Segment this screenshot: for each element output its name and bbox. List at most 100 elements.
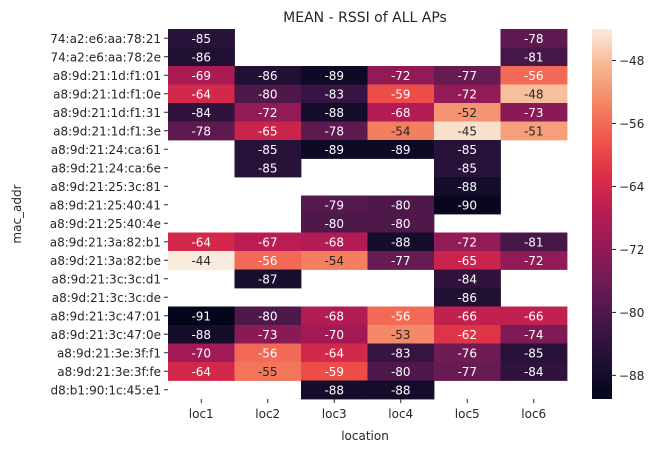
- cell-value-label: -89: [391, 143, 411, 157]
- heatmap-cell: [500, 103, 568, 122]
- cell-value-label: -83: [324, 87, 344, 101]
- cell-value-label: -74: [524, 328, 544, 342]
- cell-value-label: -85: [258, 161, 278, 175]
- cell-value-label: -77: [391, 254, 411, 268]
- cell-value-label: -81: [524, 50, 544, 64]
- cell-value-label: -56: [258, 346, 278, 360]
- y-tick-label: a8:9d:21:25:40:4e: [50, 217, 161, 231]
- heatmap-cell: [367, 140, 435, 159]
- cell-value-label: -68: [324, 309, 344, 323]
- cell-value-label: -88: [391, 383, 411, 397]
- x-axis-label: location: [341, 429, 389, 443]
- y-tick-label: a8:9d:21:3c:3c:de: [52, 291, 161, 305]
- heatmap-cell: [168, 84, 235, 104]
- cell-value-label: -70: [324, 328, 344, 342]
- cell-value-label: -56: [258, 254, 278, 268]
- cell-value-label: -70: [191, 346, 211, 360]
- colorbar: [592, 29, 612, 399]
- heatmap-cell: [500, 84, 568, 104]
- cell-value-label: -85: [524, 346, 544, 360]
- heatmap-cell: [434, 177, 501, 196]
- cell-value-label: -66: [524, 309, 544, 323]
- heatmap-cell: [434, 140, 501, 159]
- heatmap-cell: [367, 103, 435, 122]
- colorbar-tick-label: −64: [619, 180, 644, 194]
- y-tick-label: a8:9d:21:3e:3f:fe: [57, 365, 161, 379]
- cell-value-label: -85: [457, 143, 477, 157]
- cell-value-label: -72: [391, 69, 411, 83]
- heatmap-cell: [301, 103, 368, 122]
- cell-value-label: -88: [191, 328, 211, 342]
- cell-value-label: -67: [258, 235, 278, 249]
- cell-value-label: -89: [324, 69, 344, 83]
- y-tick-label: a8:9d:21:3c:47:01: [51, 309, 162, 323]
- heatmap-cell: [500, 251, 568, 270]
- heatmap-cell: [234, 269, 302, 289]
- cell-value-label: -88: [324, 106, 344, 120]
- cell-value-label: -56: [524, 69, 544, 83]
- heatmap-cell: [234, 343, 302, 363]
- heatmap-cell: [367, 306, 435, 326]
- colorbar-ticks: −48 −56 −64 −72 −80 −88: [612, 54, 644, 383]
- cell-value-label: -87: [258, 272, 278, 286]
- y-tick-label: d8:b1:90:1c:45:e1: [50, 383, 161, 397]
- cell-value-label: -86: [191, 50, 211, 64]
- heatmap-cell: [301, 306, 368, 326]
- y-tick-label: 74:a2:e6:aa:78:21: [50, 32, 161, 46]
- heatmap-cell: [301, 343, 368, 363]
- cell-value-label: -56: [391, 309, 411, 323]
- colorbar-tick-label: −56: [619, 117, 644, 131]
- cell-value-label: -73: [524, 106, 544, 120]
- heatmap-cell: [234, 158, 302, 178]
- heatmap-cell: [434, 343, 501, 363]
- cell-value-label: -64: [191, 235, 211, 249]
- heatmap-cell: [234, 306, 302, 326]
- heatmap-cell: [434, 103, 501, 122]
- cell-value-label: -69: [191, 69, 211, 83]
- y-tick-label: a8:9d:21:25:40:41: [49, 198, 161, 212]
- cell-value-label: -54: [391, 124, 411, 138]
- heatmap-cell: [168, 343, 235, 363]
- cell-value-label: -78: [324, 124, 344, 138]
- heatmap-cell: [434, 158, 501, 178]
- heatmap-cell: [434, 121, 501, 141]
- y-tick-label: a8:9d:21:25:3c:81: [51, 180, 162, 194]
- heatmap-cell: [234, 232, 302, 252]
- cell-value-label: -52: [457, 106, 477, 120]
- heatmap-cell: [301, 214, 368, 233]
- chart-title: MEAN - RSSI of ALL APs: [283, 10, 447, 26]
- x-tick-label: loc5: [455, 407, 480, 421]
- y-tick-label: a8:9d:21:1d:f1:3e: [53, 124, 161, 138]
- cell-value-label: -72: [457, 87, 477, 101]
- cell-value-label: -73: [258, 328, 278, 342]
- heatmap-cell: [367, 380, 435, 400]
- heatmap-cell: [367, 325, 435, 344]
- y-tick-label: a8:9d:21:3e:3f:f1: [57, 346, 161, 360]
- heatmap-cell: [434, 84, 501, 104]
- cell-value-label: -83: [391, 346, 411, 360]
- heatmap-cell: [367, 232, 435, 252]
- heatmap-cell: [301, 232, 368, 252]
- heatmap-cell: [234, 251, 302, 270]
- cell-value-label: -59: [391, 87, 411, 101]
- heatmap-cell: [500, 47, 568, 67]
- heatmap-cell: [367, 251, 435, 270]
- cell-value-label: -80: [391, 217, 411, 231]
- heatmap-cell: [434, 251, 501, 270]
- y-axis-label: mac_addr: [10, 184, 24, 243]
- cell-value-label: -78: [191, 124, 211, 138]
- heatmap-cell: [434, 362, 501, 381]
- heatmap-cell: [367, 66, 435, 85]
- y-tick-label: a8:9d:21:1d:f1:31: [53, 106, 161, 120]
- cell-value-label: -86: [258, 69, 278, 83]
- y-tick-labels: 74:a2:e6:aa:78:21 74:a2:e6:aa:78:2e a8:9d:…: [49, 32, 168, 397]
- cell-value-label: -80: [391, 365, 411, 379]
- heatmap-cell: [301, 121, 368, 141]
- cell-value-label: -55: [258, 365, 278, 379]
- heatmap-cell: [500, 121, 568, 141]
- heatmap-cell: [500, 29, 568, 48]
- y-tick-label: a8:9d:21:3c:3c:d1: [52, 272, 161, 286]
- cell-value-label: -78: [524, 32, 544, 46]
- heatmap-cell: [367, 214, 435, 233]
- heatmap-cell: [301, 195, 368, 215]
